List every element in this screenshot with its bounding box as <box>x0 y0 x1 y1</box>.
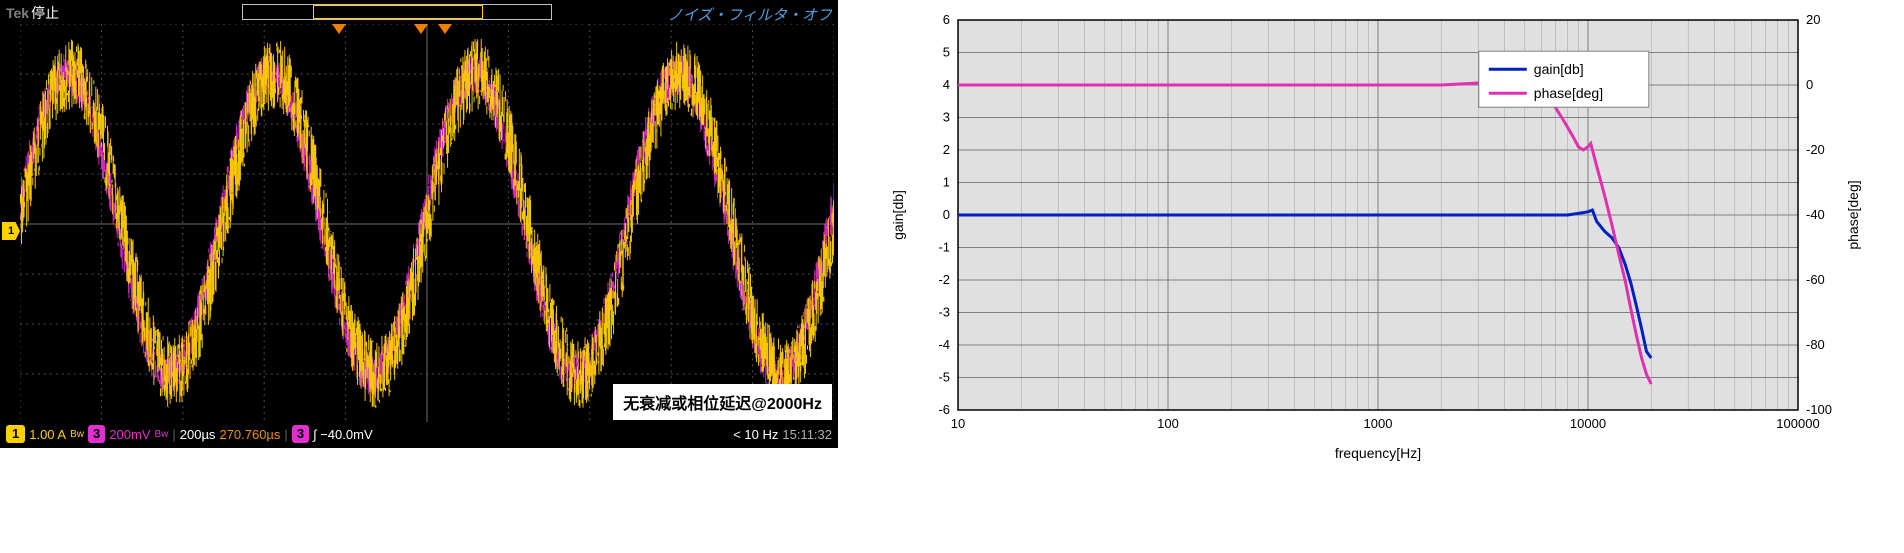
svg-text:0: 0 <box>943 207 950 222</box>
svg-text:-80: -80 <box>1806 337 1825 352</box>
svg-text:1: 1 <box>943 175 950 190</box>
svg-text:20: 20 <box>1806 12 1820 27</box>
svg-text:100000: 100000 <box>1776 416 1819 431</box>
svg-text:-20: -20 <box>1806 142 1825 157</box>
scope-record-bar <box>242 4 552 20</box>
bode-svg: 10 100 1000 10000 100000 -6 -5 -4 -3 -2 -1 0 1 2 3 4 5 6 -… <box>868 0 1888 470</box>
svg-text:-1: -1 <box>938 240 950 255</box>
scope-noise-filter-label: ノイズ・フィルタ・オフ <box>668 4 832 25</box>
svg-text:0: 0 <box>1806 77 1813 92</box>
svg-text:-2: -2 <box>938 272 950 287</box>
svg-text:gain[db]: gain[db] <box>890 190 906 240</box>
scope-ch1-bw: Bw <box>70 429 84 440</box>
scope-topbar: Tek 停止 ノイズ・フィルタ・オフ <box>2 2 836 24</box>
scope-ch1-scale: 1.00 A <box>29 427 66 442</box>
svg-text:100: 100 <box>1157 416 1179 431</box>
scope-trigger-marker <box>438 24 452 34</box>
svg-text:frequency[Hz]: frequency[Hz] <box>1335 445 1421 461</box>
svg-text:5: 5 <box>943 45 950 60</box>
scope-annotation-box: 无衰减或相位延迟@2000Hz <box>613 384 832 420</box>
bode-plot: 10 100 1000 10000 100000 -6 -5 -4 -3 -2 -1 0 1 2 3 4 5 6 -… <box>868 0 1888 470</box>
scope-ch1-ground-marker: 1 <box>2 222 20 240</box>
svg-text:-40: -40 <box>1806 207 1825 222</box>
scope-ch1-badge: 1 <box>6 425 25 443</box>
svg-text:-6: -6 <box>938 402 950 417</box>
svg-text:6: 6 <box>943 12 950 27</box>
svg-text:4: 4 <box>943 77 950 92</box>
svg-text:-5: -5 <box>938 370 950 385</box>
svg-text:phase[deg]: phase[deg] <box>1534 85 1603 101</box>
scope-timestamp: 15:11:32 <box>782 427 832 442</box>
scope-delay: 270.760µs <box>219 427 280 442</box>
svg-text:phase[deg]: phase[deg] <box>1845 180 1861 249</box>
scope-timebase: 200µs <box>180 427 216 442</box>
scope-run-state: 停止 <box>31 3 59 23</box>
svg-text:1000: 1000 <box>1364 416 1393 431</box>
scope-freq: < 10 Hz <box>733 427 778 442</box>
svg-text:10: 10 <box>951 416 965 431</box>
scope-trig-source-badge: 3 <box>292 425 309 443</box>
scope-waveform-area <box>20 24 834 424</box>
svg-text:10000: 10000 <box>1570 416 1606 431</box>
svg-text:2: 2 <box>943 142 950 157</box>
scope-trig-level: ∫ −40.0mV <box>313 427 373 442</box>
scope-trigger-marker <box>332 24 346 34</box>
svg-text:gain[db]: gain[db] <box>1534 61 1584 77</box>
svg-text:-100: -100 <box>1806 402 1832 417</box>
svg-text:3: 3 <box>943 110 950 125</box>
scope-bottombar: 1 1.00 A Bw 3 200mV Bw | 200µs 270.760µs… <box>2 422 836 446</box>
scope-ch3-scale: 200mV <box>109 427 150 442</box>
scope-record-window <box>313 5 483 19</box>
svg-text:-3: -3 <box>938 305 950 320</box>
scope-annotation-text: 无衰减或相位延迟@2000Hz <box>623 396 822 413</box>
scope-ch3-badge: 3 <box>88 425 105 443</box>
oscilloscope-screenshot: Tek 停止 ノイズ・フィルタ・オフ 1 无衰减或相位延迟@2000Hz 1 1… <box>0 0 838 448</box>
svg-text:-4: -4 <box>938 337 950 352</box>
svg-text:-60: -60 <box>1806 272 1825 287</box>
scope-trigger-marker <box>414 24 428 34</box>
scope-brand: Tek <box>2 5 29 21</box>
scope-ch3-bw: Bw <box>154 429 168 440</box>
